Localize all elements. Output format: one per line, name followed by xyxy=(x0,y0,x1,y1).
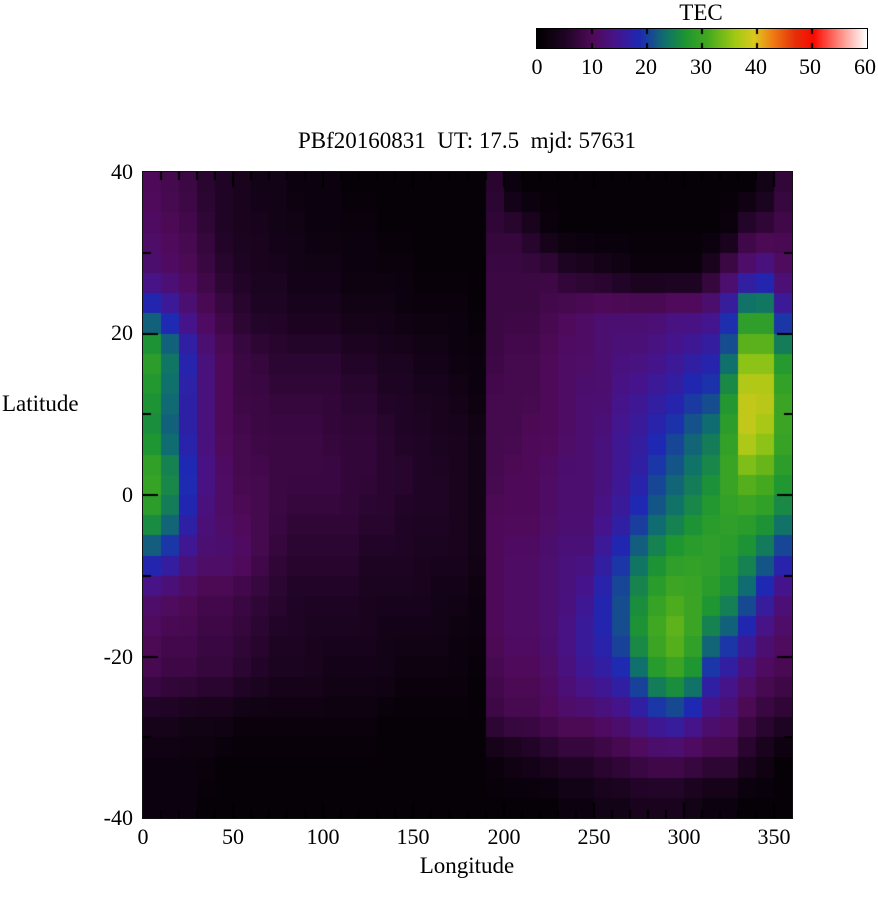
y-tick-0: 0 xyxy=(122,482,133,507)
colorbar-tick-10: 10 xyxy=(581,54,603,79)
x-tick-100: 100 xyxy=(306,824,340,849)
colorbar-tick-30: 30 xyxy=(690,54,712,79)
y-tick-20: 20 xyxy=(111,320,133,345)
y-axis-label: Latitude xyxy=(2,391,79,416)
y-tick-neg20: -20 xyxy=(103,644,133,669)
colorbar-tick-0: 0 xyxy=(531,54,543,79)
x-tick-300: 300 xyxy=(667,824,701,849)
y-tick-40: 40 xyxy=(111,159,133,184)
colorbar-tick-60: 60 xyxy=(854,54,876,79)
x-tick-50: 50 xyxy=(222,824,244,849)
colorbar-tick-50: 50 xyxy=(799,54,821,79)
x-tick-150: 150 xyxy=(396,824,430,849)
colorbar-tick-20: 20 xyxy=(635,54,657,79)
y-tick-neg40: -40 xyxy=(103,805,133,830)
x-tick-350: 350 xyxy=(757,824,791,849)
colorbar-gradient-canvas xyxy=(537,29,867,48)
colorbar-tick-40: 40 xyxy=(745,54,767,79)
plot-title: PBf20160831 UT: 17.5 mjd: 57631 xyxy=(297,128,637,153)
colorbar-title: TEC xyxy=(679,0,723,25)
plot-area xyxy=(142,171,793,819)
x-axis-label: Longitude xyxy=(419,853,515,878)
x-tick-0: 0 xyxy=(137,824,149,849)
colorbar xyxy=(536,28,868,49)
x-tick-200: 200 xyxy=(487,824,521,849)
tec-heatmap-canvas xyxy=(143,172,792,818)
x-tick-250: 250 xyxy=(577,824,611,849)
